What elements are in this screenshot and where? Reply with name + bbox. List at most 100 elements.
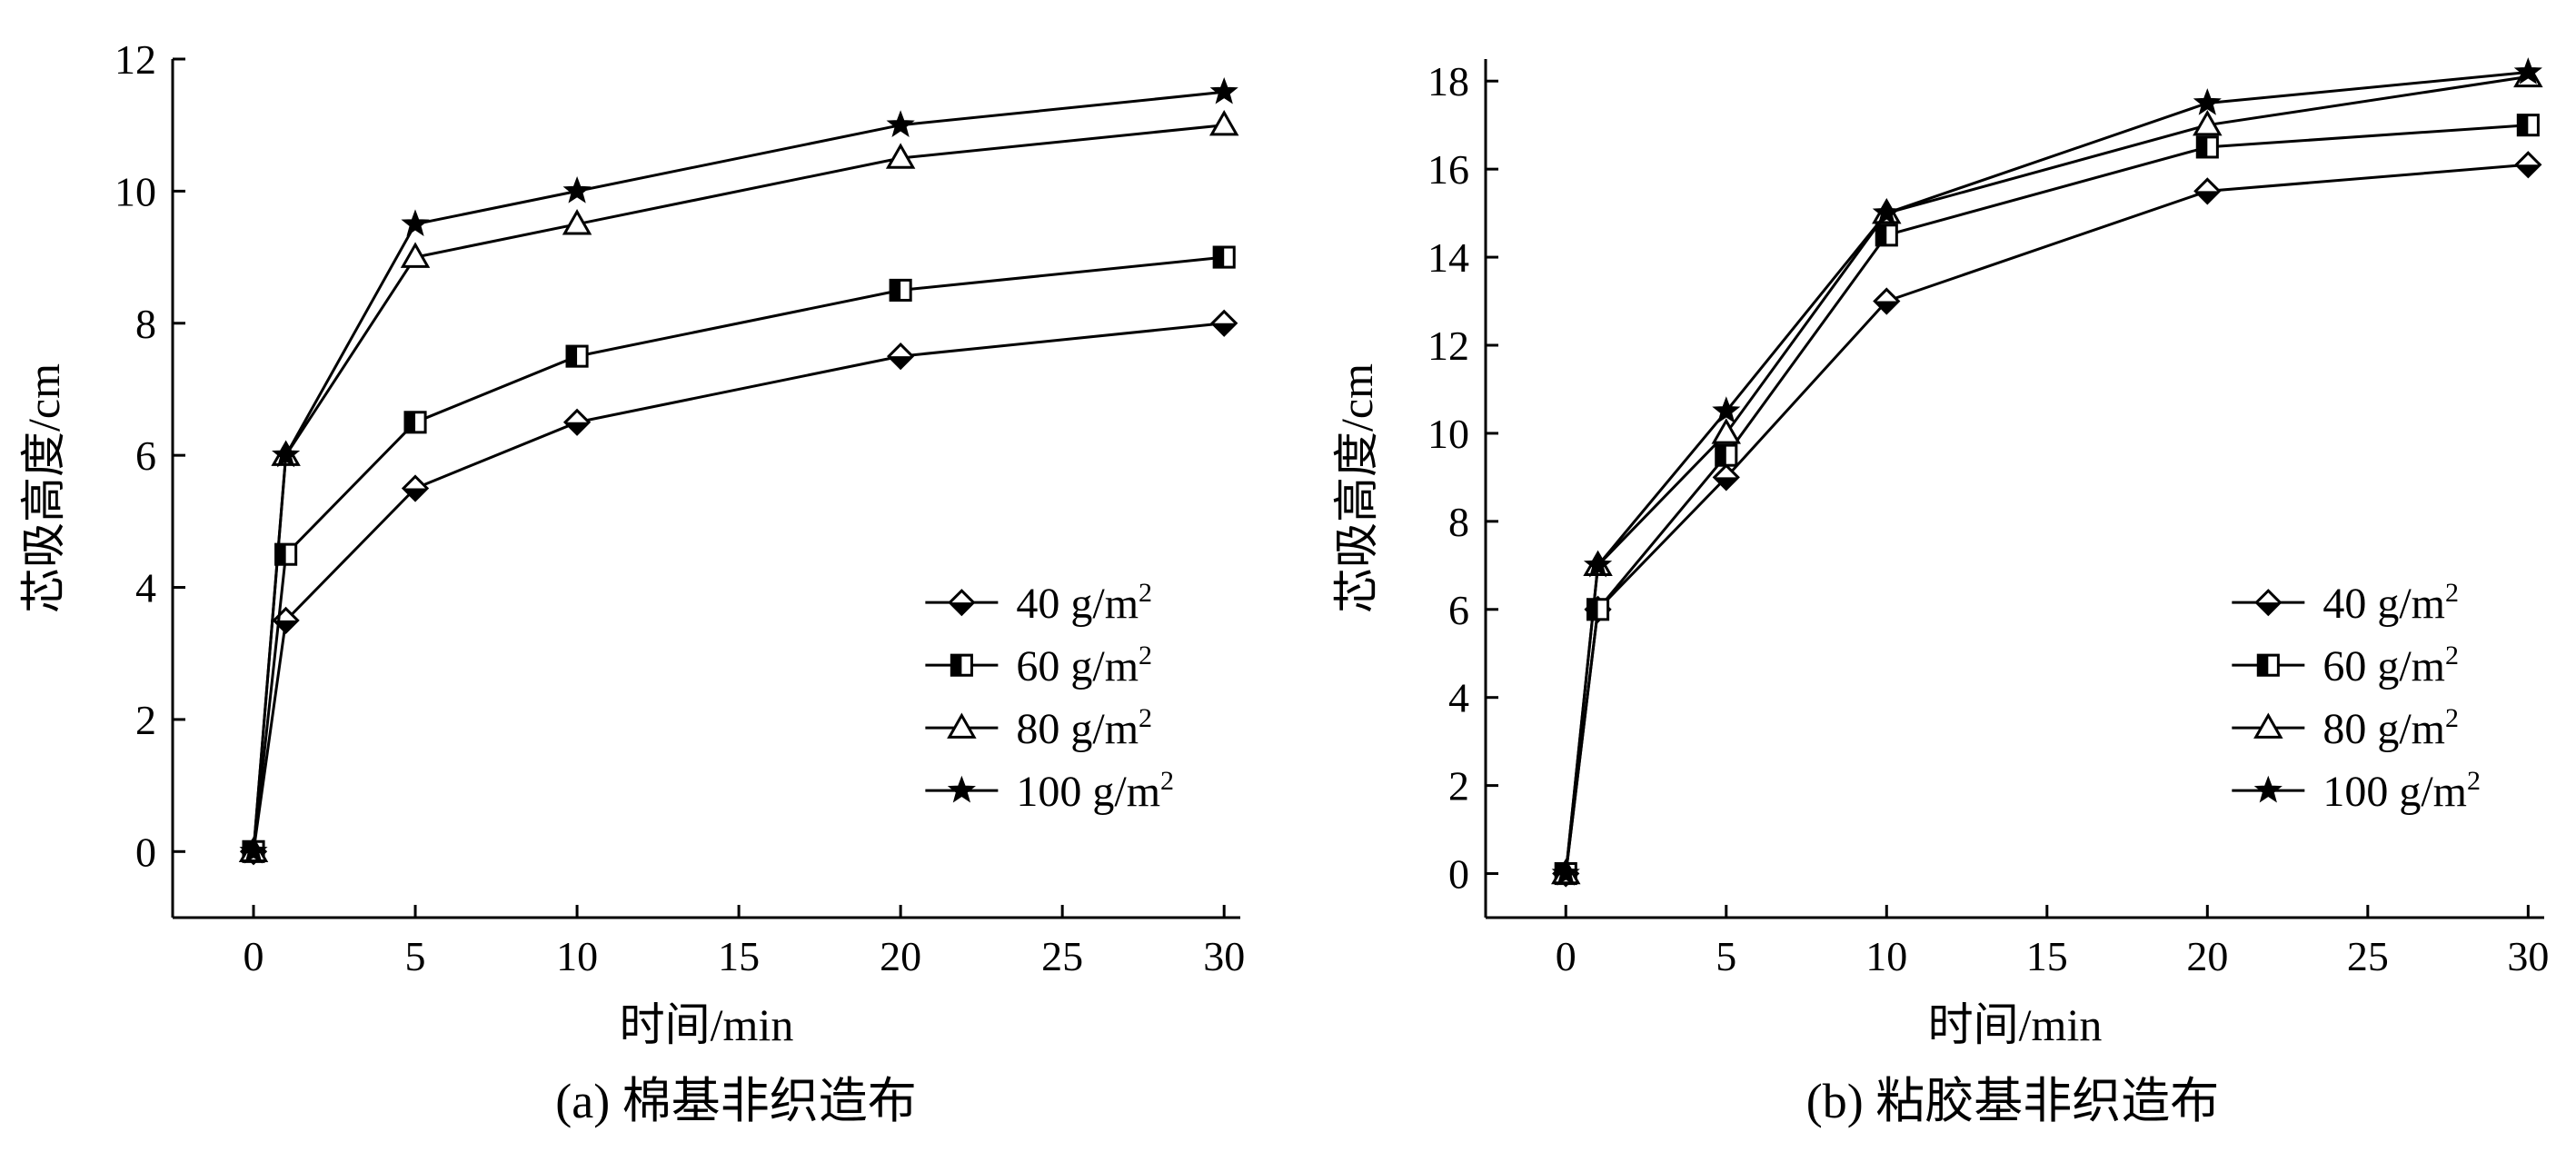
legend-label: 80 g/m2 <box>1016 703 1152 753</box>
data-point <box>401 209 430 236</box>
x-tick-label: 15 <box>718 933 760 979</box>
series-triangle <box>1551 61 2543 885</box>
legend-marker-fill <box>950 602 974 615</box>
y-tick-label: 14 <box>1427 234 1469 281</box>
data-point <box>1208 110 1239 136</box>
data-point <box>1712 396 1741 423</box>
x-tick-label: 5 <box>1716 933 1736 979</box>
data-point-fill <box>403 488 428 501</box>
legend-marker <box>2253 775 2283 803</box>
x-tick-label: 30 <box>1203 933 1245 979</box>
x-tick-label: 30 <box>2507 933 2549 979</box>
data-point-fill <box>2197 136 2208 157</box>
data-point <box>1551 859 1580 886</box>
legend-item: 80 g/m2 <box>925 703 1152 753</box>
series-line <box>1564 71 2529 874</box>
x-tick-label: 0 <box>1556 933 1576 979</box>
data-point <box>2193 88 2222 115</box>
x-tick-label: 20 <box>880 933 921 979</box>
y-tick-label: 12 <box>1427 323 1469 369</box>
data-point-fill <box>889 356 913 369</box>
data-point-fill <box>1214 247 1225 268</box>
data-point <box>1711 418 1742 444</box>
data-point-fill <box>1714 477 1738 490</box>
data-point-fill <box>275 544 286 565</box>
data-point <box>562 209 592 235</box>
chart-caption: (a) 棉基非织造布 <box>555 1074 916 1128</box>
legend-label: 100 g/m2 <box>1016 766 1174 816</box>
series-line <box>252 90 1225 852</box>
legend-label: 40 g/m2 <box>2322 578 2459 628</box>
legend-marker-fill <box>2258 655 2269 676</box>
series-star <box>239 76 1238 864</box>
data-point-fill <box>890 280 901 301</box>
legend-item: 100 g/m2 <box>925 766 1174 816</box>
y-tick-label: 8 <box>135 301 156 347</box>
legend-marker <box>947 775 976 803</box>
data-point <box>400 242 431 268</box>
y-tick-label: 6 <box>135 432 156 479</box>
x-tick-label: 25 <box>2347 933 2389 979</box>
legend-label: 60 g/m2 <box>2322 641 2459 690</box>
data-point <box>2193 110 2223 136</box>
legend-marker <box>2253 712 2283 739</box>
y-tick-label: 0 <box>135 829 156 875</box>
legend-item: 60 g/m2 <box>925 641 1152 690</box>
legend-marker-fill <box>2256 602 2281 615</box>
x-tick-label: 10 <box>556 933 598 979</box>
x-axis-title: 时间/min <box>620 999 794 1050</box>
legend-label: 60 g/m2 <box>1016 641 1152 690</box>
x-tick-label: 20 <box>2186 933 2228 979</box>
x-tick-label: 10 <box>1865 933 1907 979</box>
series-line <box>1564 124 2529 874</box>
y-tick-label: 4 <box>135 565 156 611</box>
legend-marker <box>947 712 977 739</box>
y-tick-label: 6 <box>1448 587 1469 633</box>
data-point-fill <box>2518 114 2529 135</box>
data-point-fill <box>1212 323 1237 335</box>
data-point <box>239 836 268 864</box>
y-tick-label: 18 <box>1427 58 1469 104</box>
x-tick-label: 5 <box>405 933 426 979</box>
data-point <box>562 175 592 204</box>
series-star <box>1551 57 2542 886</box>
legend-item: 40 g/m2 <box>925 578 1152 628</box>
data-point-fill <box>567 346 578 367</box>
data-point-fill <box>2195 191 2220 204</box>
legend-label: 80 g/m2 <box>2322 703 2459 753</box>
y-tick-label: 2 <box>135 697 156 743</box>
legend-item: 100 g/m2 <box>2232 766 2481 816</box>
y-tick-label: 10 <box>114 168 156 214</box>
legend-label: 40 g/m2 <box>1016 578 1152 628</box>
y-tick-label: 8 <box>1448 499 1469 545</box>
y-tick-label: 0 <box>1448 851 1469 898</box>
data-point-fill <box>274 620 298 632</box>
chart-caption: (b) 粘胶基非织造布 <box>1806 1074 2219 1128</box>
chart-a: 0 2 4 6 8 10 12 0 5 10 15 20 25 30 时间/min 芯吸高度/cm (a) 棉基… <box>18 36 1245 1128</box>
series-line <box>252 322 1225 852</box>
y-tick-label: 2 <box>1448 763 1469 809</box>
x-tick-label: 25 <box>1041 933 1083 979</box>
data-point <box>885 143 916 169</box>
legend-item: 80 g/m2 <box>2232 703 2459 753</box>
data-point-fill <box>1875 301 1899 313</box>
data-point-fill <box>565 422 590 434</box>
x-tick-label: 0 <box>244 933 264 979</box>
data-point <box>1872 198 1901 225</box>
y-tick-label: 10 <box>1427 411 1469 457</box>
legend-marker-fill <box>951 655 962 676</box>
data-point <box>886 110 915 137</box>
data-point <box>1209 76 1238 104</box>
legend-item: 60 g/m2 <box>2232 641 2459 690</box>
legend-label: 100 g/m2 <box>2322 766 2481 816</box>
data-point <box>1583 550 1613 578</box>
data-point-fill <box>404 412 416 432</box>
y-axis-title: 芯吸高度/cm <box>18 363 69 613</box>
legend-item: 40 g/m2 <box>2232 578 2459 628</box>
series-line <box>252 255 1225 852</box>
chart-b: 0 2 4 6 8 10 12 14 16 18 0 5 10 15 20 25 30 时间/min 芯吸高度/cm… <box>1331 57 2549 1128</box>
x-axis-title: 时间/min <box>1928 999 2103 1050</box>
y-axis-title: 芯吸高度/cm <box>1331 363 1382 613</box>
y-tick-label: 16 <box>1427 146 1469 193</box>
